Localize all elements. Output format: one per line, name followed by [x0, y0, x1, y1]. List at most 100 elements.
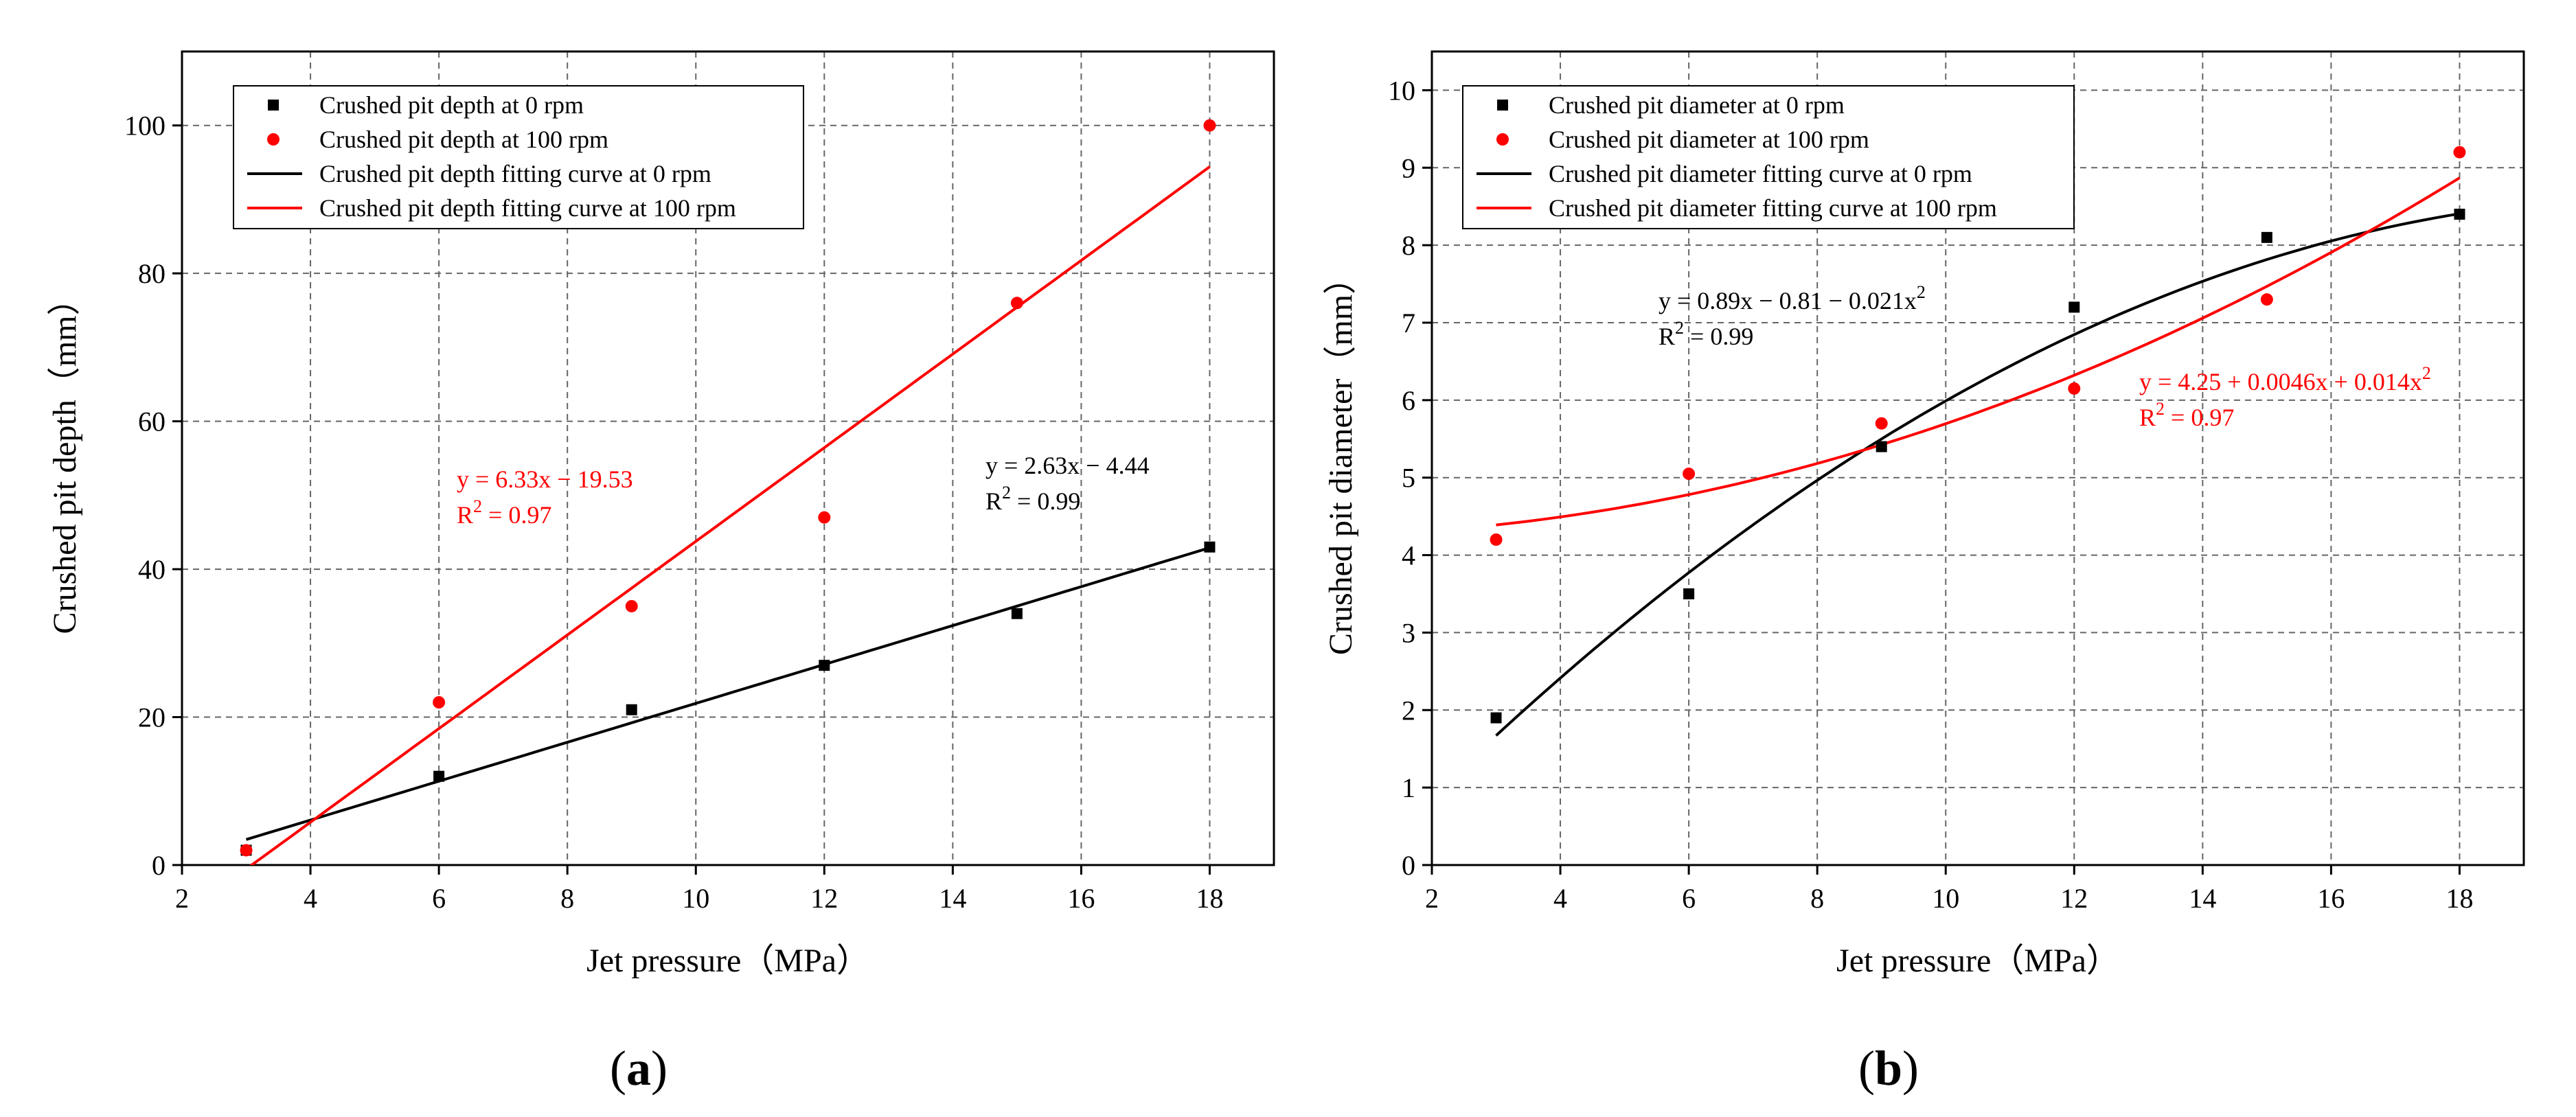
chart0-panel-label: (a)	[610, 1041, 668, 1096]
legend-label: Crushed pit diameter fitting curve at 0 …	[1549, 160, 1972, 187]
y-tick-label: 0	[152, 850, 166, 881]
r-squared: R2 = 0.99	[1659, 318, 1753, 350]
legend-label: Crushed pit diameter at 100 rpm	[1549, 126, 1869, 153]
data-point	[2068, 301, 2080, 313]
y-tick-label: 5	[1402, 463, 1415, 494]
chart0: 2 4 6 8 10 12 14 16 18 0 20 40 60 80 100 Jet pressure（M…	[47, 50, 1275, 1096]
x-tick-label: 8	[560, 883, 574, 914]
data-point	[1203, 119, 1216, 132]
chart0-series-0rpm	[240, 541, 1216, 856]
fit-equation: y = 0.89x − 0.81 − 0.021x2	[1659, 282, 1926, 314]
fit-equation: y = 4.25 + 0.0046x + 0.014x2	[2139, 363, 2431, 395]
x-tick-label: 10	[1932, 883, 1959, 914]
data-point	[1011, 608, 1023, 619]
fit-equation: y = 2.63x − 4.44	[985, 452, 1150, 479]
y-tick-label: 8	[1402, 230, 1415, 261]
y-tick-label: 2	[1402, 695, 1415, 726]
chart1-series-0rpm	[1490, 209, 2465, 724]
legend-box	[233, 85, 804, 229]
chart1-axes-frame	[1431, 50, 2525, 866]
data-point	[2068, 382, 2081, 395]
r-squared: R2 = 0.99	[985, 483, 1080, 515]
chart0-annotation-2: y = 2.63x − 4.44 R2 = 0.99	[985, 452, 1150, 515]
legend-marker	[1497, 100, 1508, 111]
chart1-x-axis-title: Jet pressure（MPa）	[1836, 943, 2119, 979]
legend-marker	[1496, 133, 1509, 146]
data-point	[2453, 146, 2466, 159]
legend-box	[1462, 85, 2075, 229]
data-point	[1204, 541, 1216, 553]
x-tick-label: 14	[939, 883, 966, 914]
chart0-x-axis-title: Jet pressure（MPa）	[586, 943, 869, 979]
chart1-annotation-1: y = 0.89x − 0.81 − 0.021x2 R2 = 0.99	[1659, 282, 1926, 350]
data-point	[1683, 468, 1696, 481]
y-tick-label: 7	[1402, 308, 1415, 338]
data-point	[433, 696, 446, 709]
chart0-legend: Crushed pit depth at 0 rpm Crushed pit de…	[233, 85, 804, 229]
x-tick-label: 6	[1682, 883, 1696, 914]
data-point	[2260, 293, 2273, 306]
data-point	[1490, 712, 1502, 724]
fit-curve-0rpm	[245, 546, 1211, 841]
y-tick-label: 9	[1402, 152, 1415, 183]
data-point	[433, 770, 445, 782]
r-squared: R2 = 0.97	[457, 496, 551, 529]
data-point	[1683, 588, 1695, 599]
chart1-legend: Crushed pit diameter at 0 rpm Crushed pit…	[1462, 85, 2075, 229]
legend-label: Crushed pit depth fitting curve at 100 r…	[319, 194, 736, 222]
x-tick-label: 4	[1553, 883, 1567, 914]
chart0-annotation-1: y = 6.33x − 19.53 R2 = 0.97	[457, 465, 633, 529]
data-point	[818, 511, 831, 524]
chart0-series-100rpm	[240, 119, 1216, 857]
x-tick-label: 18	[1196, 883, 1223, 914]
y-tick-label: 4	[1402, 540, 1415, 571]
y-tick-label: 100	[124, 111, 166, 141]
data-point	[626, 704, 637, 715]
y-tick-label: 60	[138, 406, 166, 437]
y-tick-label: 10	[1388, 75, 1415, 106]
y-tick-label: 80	[138, 258, 166, 289]
data-point	[625, 599, 638, 612]
x-tick-label: 10	[682, 883, 709, 914]
x-tick-label: 16	[2317, 883, 2345, 914]
data-point	[1490, 533, 1503, 546]
y-tick-label: 6	[1402, 385, 1415, 416]
legend-label: Crushed pit depth at 100 rpm	[319, 126, 608, 153]
chart1-panel-label: (b)	[1858, 1041, 1919, 1096]
fit-curve-100rpm	[1496, 176, 2461, 527]
chart1-annotation-2: y = 4.25 + 0.0046x + 0.014x2 R2 = 0.97	[2139, 363, 2431, 431]
y-tick-label: 3	[1402, 617, 1415, 648]
x-tick-label: 12	[2060, 883, 2088, 914]
data-point	[2261, 231, 2272, 243]
y-tick-label: 40	[138, 554, 166, 585]
legend-label: Crushed pit diameter at 0 rpm	[1549, 91, 1845, 119]
x-tick-label: 18	[2446, 883, 2473, 914]
x-tick-label: 6	[432, 883, 446, 914]
chart0-y-axis-title: Crushed pit depth（mm）	[47, 283, 83, 634]
legend-label: Crushed pit depth at 0 rpm	[319, 91, 584, 119]
chart0-fit-curves	[245, 165, 1211, 865]
x-tick-label: 2	[1425, 883, 1439, 914]
y-tick-label: 0	[1402, 850, 1415, 881]
x-tick-label: 12	[810, 883, 838, 914]
data-point	[1876, 441, 1887, 452]
chart1-y-axis-title: Crushed pit diameter（mm）	[1323, 262, 1359, 655]
data-point	[1875, 417, 1888, 430]
data-point	[819, 660, 830, 671]
chart1-fit-curves	[1495, 176, 2461, 737]
legend-label: Crushed pit diameter fitting curve at 10…	[1549, 194, 1997, 222]
fit-curve-100rpm	[249, 165, 1211, 865]
x-tick-label: 14	[2189, 883, 2216, 914]
x-tick-label: 16	[1067, 883, 1095, 914]
y-tick-label: 1	[1402, 772, 1415, 803]
chart0-axes-frame	[181, 50, 1275, 866]
legend-label: Crushed pit depth fitting curve at 0 rpm	[319, 160, 711, 187]
y-tick-label: 20	[138, 702, 166, 733]
fit-equation: y = 6.33x − 19.53	[457, 465, 633, 493]
chart1-series-100rpm	[1490, 146, 2466, 546]
fit-curve-0rpm	[1495, 212, 2460, 737]
legend-marker	[268, 100, 279, 111]
data-point	[240, 844, 253, 857]
